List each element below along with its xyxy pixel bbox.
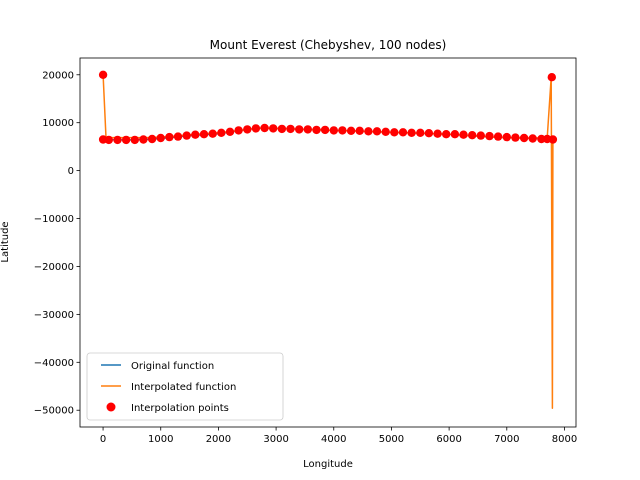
interpolation-point — [381, 127, 390, 136]
interpolation-point — [191, 130, 200, 139]
interpolation-point — [243, 125, 252, 134]
legend-box — [86, 352, 284, 421]
x-tick-label: 2000 — [206, 434, 231, 445]
x-axis: 0 1000 2000 3000 4000 5000 6000 7000 8000 — [100, 427, 577, 445]
interpolation-point — [493, 132, 503, 141]
interpolation-point — [147, 134, 157, 144]
x-tick-label: 7000 — [494, 434, 519, 445]
interpolation-point — [537, 134, 546, 144]
y-tick-label: −40000 — [34, 358, 74, 369]
interpolation-point — [511, 133, 520, 142]
interpolation-point — [312, 125, 321, 135]
x-tick-label: 5000 — [379, 434, 404, 445]
interpolation-point — [217, 128, 226, 137]
interpolation-point — [442, 130, 451, 139]
x-tick-label: 3000 — [263, 434, 288, 445]
interpolation-point — [329, 126, 338, 135]
y-tick-label: −50000 — [34, 406, 74, 417]
interpolation-point — [182, 131, 191, 140]
interpolation-point — [416, 128, 425, 137]
interpolation-point — [390, 128, 399, 137]
plot-frame — [79, 57, 577, 428]
interpolation-point — [338, 126, 347, 135]
y-axis-label: Latitude — [0, 221, 11, 262]
interpolation-point — [372, 127, 382, 136]
y-tick-label: −30000 — [34, 310, 74, 321]
interpolation-point — [286, 124, 295, 134]
legend-label-interpolation-points: Interpolation points — [131, 403, 229, 414]
legend-label-interpolated-function: Interpolated function — [131, 382, 236, 393]
y-tick-label: −20000 — [34, 262, 74, 273]
x-tick-label: 0 — [100, 434, 106, 445]
interpolation-point — [234, 126, 243, 135]
x-axis-label: Longitude — [303, 459, 353, 470]
interpolation-point — [433, 129, 442, 138]
interpolation-point — [260, 123, 269, 133]
interpolation-point — [303, 125, 312, 134]
interpolation-point — [528, 134, 537, 143]
interpolation-point — [320, 125, 330, 135]
legend-label-original-function: Original function — [131, 361, 214, 372]
interpolation-point — [295, 125, 304, 134]
interpolation-point — [208, 129, 217, 138]
y-tick-label: 10000 — [42, 118, 74, 129]
y-tick-label: 20000 — [42, 70, 74, 81]
x-tick-label: 8000 — [552, 434, 577, 445]
interpolation-point — [113, 135, 122, 145]
plot-area — [98, 70, 558, 410]
interpolation-point — [156, 133, 165, 143]
interpolation-point — [104, 135, 114, 145]
legend: Original function Interpolated function … — [86, 352, 284, 421]
interpolation-point — [139, 135, 148, 144]
y-axis: 20000 10000 0 −10000 −20000 −30000 −40000 −5000… — [34, 70, 80, 417]
interpolation-point — [548, 135, 558, 144]
interpolation-point — [407, 128, 416, 137]
interpolation-point — [199, 130, 209, 139]
interpolation-point — [225, 127, 235, 136]
interpolation-point — [165, 132, 174, 142]
legend-swatch-interpolation-points — [106, 402, 116, 412]
interpolation-point — [355, 126, 364, 135]
y-tick-label: −10000 — [34, 214, 74, 225]
interpolation-point — [424, 129, 434, 138]
chart-title: Mount Everest (Chebyshev, 100 nodes) — [210, 38, 447, 52]
interpolation-point — [173, 132, 183, 141]
interpolation-point — [450, 130, 460, 139]
interpolation-point — [485, 131, 494, 141]
series-points — [98, 70, 558, 145]
interpolation-point — [98, 70, 108, 80]
interpolation-point — [130, 135, 139, 145]
interpolation-point — [502, 132, 511, 142]
interpolation-point — [468, 131, 477, 140]
interpolation-point — [346, 126, 356, 135]
interpolation-point — [121, 135, 131, 145]
y-tick-label: 0 — [68, 166, 74, 177]
interpolation-point — [364, 127, 373, 136]
interpolation-point — [459, 130, 468, 139]
interpolation-point — [547, 73, 556, 82]
x-tick-label: 1000 — [148, 434, 173, 445]
x-tick-label: 4000 — [321, 434, 346, 445]
interpolation-point — [519, 133, 529, 143]
interpolation-point — [398, 128, 408, 137]
x-tick-label: 6000 — [436, 434, 461, 445]
interpolation-point — [476, 131, 485, 140]
interpolation-point — [269, 124, 278, 133]
interpolation-point — [277, 124, 287, 134]
interpolation-point — [251, 124, 261, 133]
